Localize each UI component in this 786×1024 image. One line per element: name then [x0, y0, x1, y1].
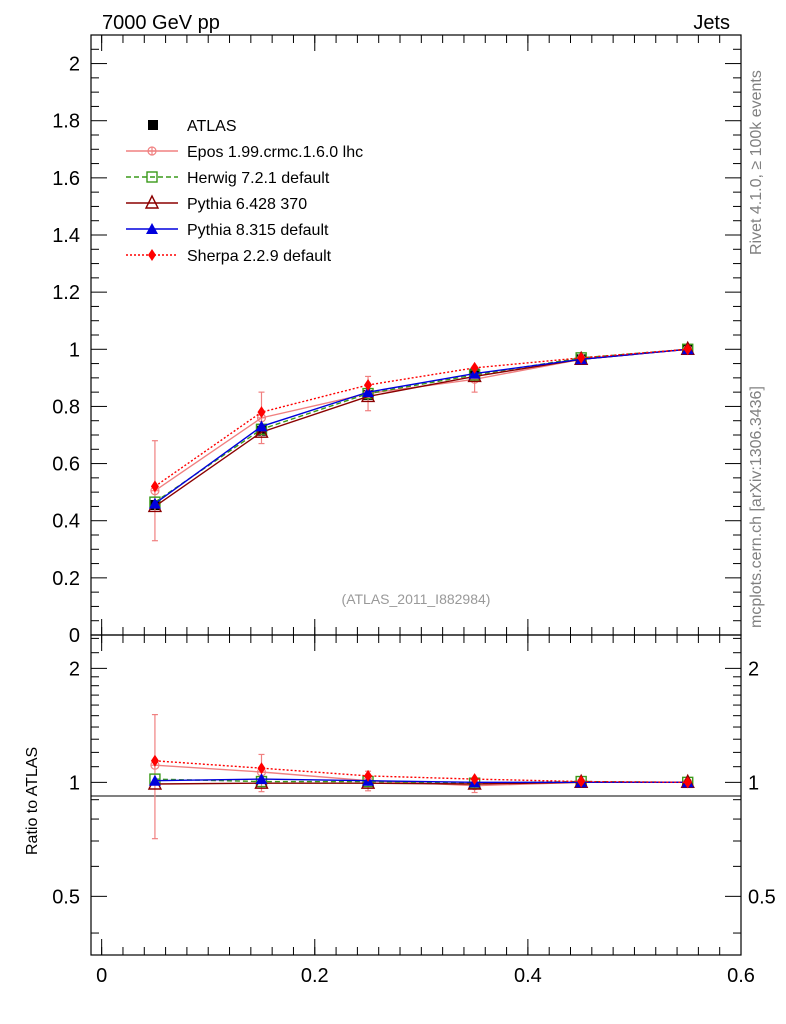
- ratio-ytick-label-left: 1: [69, 772, 80, 794]
- ratio-point-sherpa-2-2-9-default: [364, 769, 373, 782]
- legend-label-sherpa-2-2-9-default: Sherpa 2.2.9 default: [187, 248, 332, 265]
- legend-label-herwig-7-2-1-default: Herwig 7.2.1 default: [187, 170, 330, 187]
- ratio-ylabel: Ratio to ATLAS: [24, 747, 41, 855]
- legend-label-pythia-6-428-370: Pythia 6.428 370: [187, 196, 307, 213]
- ratio-xtick-label: 0: [96, 965, 107, 987]
- main-series-sherpa-2-2-9-default: [150, 343, 692, 493]
- main-series-pythia-6-428-370: [147, 340, 695, 513]
- analysis-label: (ATLAS_2011_I882984): [342, 591, 491, 607]
- main-point-sherpa-2-2-9-default: [577, 351, 586, 364]
- ratio-point-sherpa-2-2-9-default: [577, 775, 586, 788]
- ratio-line-sherpa-2-2-9-default: [154, 760, 688, 784]
- main-point-sherpa-2-2-9-default: [364, 379, 373, 391]
- main-line-sherpa-2-2-9-default: [154, 348, 688, 488]
- ratio-point-pythia-8-315-default: [255, 773, 268, 785]
- main-axis-ticks: 0 0.2 0.4 0.6 0.8 1 1.2 1.4 1.6 1.8 2: [52, 34, 742, 647]
- ratio-point-sherpa-2-2-9-default: [150, 754, 159, 767]
- main-point-sherpa-2-2-9-default: [150, 480, 159, 493]
- legend: ATLAS Epos 1.99.crmc.1.6.0 lhc Herwig 7.2.…: [126, 118, 363, 265]
- legend-label-epos-1-99-crmc-1-6-0-lhc: Epos 1.99.crmc.1.6.0 lhc: [187, 144, 363, 161]
- legend-marker-epos-1-99-crmc-1-6-0-lhc: [147, 146, 157, 156]
- jets-title: Jets: [693, 12, 730, 34]
- ratio-ytick-label-right: 1: [748, 772, 759, 794]
- main-ytick-label: 1.6: [52, 168, 80, 190]
- ratio-point-sherpa-2-2-9-default: [257, 762, 266, 775]
- main-ytick-label: 1.8: [52, 111, 80, 133]
- ratio-point-sherpa-2-2-9-default: [683, 776, 692, 789]
- main-line-pythia-6-428-370: [154, 348, 688, 508]
- main-point-pythia-8-315-default: [362, 386, 375, 398]
- energy-title: 7000 GeV pp: [102, 12, 220, 34]
- ratio-series-epos-1-99-crmc-1-6-0-lhc: [150, 713, 693, 840]
- ratio-xtick-label: 0.2: [301, 965, 329, 987]
- main-line-epos-1-99-crmc-1-6-0-lhc: [154, 348, 688, 492]
- main-series-group: [147, 340, 695, 542]
- main-ytick-label: 1.2: [52, 282, 80, 304]
- main-ytick-label: 0: [69, 625, 80, 647]
- legend-marker-atlas: [148, 120, 158, 130]
- mcplots-label: mcplots.cern.ch [arXiv:1306.3436]: [748, 386, 765, 628]
- legend-label-atlas: ATLAS: [187, 118, 237, 135]
- main-line-herwig-7-2-1-default: [154, 348, 688, 503]
- ratio-xtick-label: 0.6: [727, 965, 755, 987]
- main-series-pythia-8-315-default: [148, 343, 694, 509]
- ratio-point-pythia-8-315-default: [148, 774, 161, 786]
- legend-marker-herwig-7-2-1-default: [146, 171, 158, 183]
- ratio-point-sherpa-2-2-9-default: [470, 773, 479, 786]
- main-ytick-label: 2: [69, 54, 80, 76]
- ratio-ytick-label-right: 0.5: [748, 886, 776, 908]
- legend-marker-pythia-8-315-default: [146, 223, 158, 234]
- ratio-series-pythia-8-315-default: [148, 773, 694, 788]
- main-point-sherpa-2-2-9-default: [470, 361, 479, 374]
- main-ytick-label: 0.6: [52, 454, 80, 476]
- main-ytick-label: 0.2: [52, 568, 80, 590]
- main-line-pythia-8-315-default: [154, 348, 688, 505]
- ratio-ytick-label-right: 2: [748, 658, 759, 680]
- legend-marker-sherpa-2-2-9-default: [148, 249, 156, 261]
- ratio-plot-frame: [90, 634, 742, 956]
- main-point-pythia-8-315-default: [148, 497, 161, 509]
- main-ytick-label: 0.8: [52, 396, 80, 418]
- ratio-xtick-label: 0.4: [514, 965, 542, 987]
- ratio-ytick-label-left: 0.5: [52, 886, 80, 908]
- main-point-sherpa-2-2-9-default: [683, 343, 692, 356]
- main-point-pythia-8-315-default: [255, 420, 268, 432]
- main-ytick-label: 1: [69, 339, 80, 361]
- legend-label-pythia-8-315-default: Pythia 8.315 default: [187, 222, 329, 239]
- ratio-ytick-label-left: 2: [69, 658, 80, 680]
- main-ytick-label: 1.4: [52, 225, 80, 247]
- main-series-herwig-7-2-1-default: [149, 343, 694, 508]
- ratio-series-sherpa-2-2-9-default: [150, 754, 692, 789]
- rivet-label: Rivet 4.1.0, ≥ 100k events: [748, 70, 765, 255]
- legend-marker-pythia-6-428-370: [144, 194, 160, 209]
- ratio-axis-ticks: 0.5 0.5 1 1 2 2 0 0.2 0.4 0.6: [52, 635, 776, 987]
- main-series-atlas: [149, 344, 693, 510]
- main-ytick-label: 0.4: [52, 511, 80, 533]
- main-series-epos-1-99-crmc-1-6-0-lhc: [150, 344, 693, 542]
- ratio-series-group: [147, 713, 695, 840]
- main-point-sherpa-2-2-9-default: [257, 406, 266, 419]
